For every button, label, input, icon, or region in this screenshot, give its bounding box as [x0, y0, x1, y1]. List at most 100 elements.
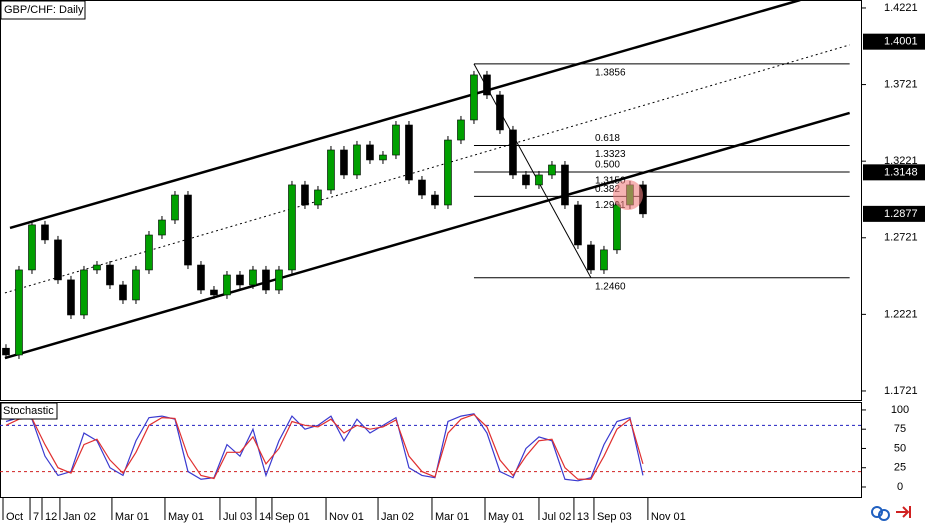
highlight [613, 180, 643, 210]
trend-line [9, 0, 801, 230]
candle [431, 194, 439, 206]
x-tick-label: Mar 01 [115, 511, 149, 523]
candle [106, 264, 114, 286]
candle [275, 269, 283, 291]
candle [353, 144, 361, 176]
candle [2, 347, 10, 356]
candle [67, 279, 75, 316]
candle [210, 289, 218, 296]
fib-price: 1.3323 [595, 149, 626, 160]
y-tick-label: 100 [891, 404, 909, 416]
price-label: 1.4001 [884, 36, 918, 48]
chart-title: GBP/CHF: Daily [4, 4, 84, 16]
candle [184, 194, 192, 266]
fib-ratio: 0.618 [595, 133, 620, 144]
stochastic-line [5, 413, 644, 480]
y-tick-label: 1.2721 [884, 232, 918, 244]
icon[interactable] [878, 509, 890, 521]
toolbar-icons[interactable] [871, 506, 911, 521]
candle [236, 274, 244, 286]
price-label: 1.3148 [884, 166, 918, 178]
candle [535, 174, 543, 186]
y-tick-label: 0 [897, 481, 903, 493]
candle [600, 249, 608, 271]
candle [327, 149, 335, 191]
x-tick-label: Jan 02 [63, 511, 96, 523]
price-label-box [863, 164, 925, 181]
candle [561, 164, 569, 206]
candle [587, 244, 595, 271]
y-tick-label: 75 [894, 423, 906, 435]
candle [262, 269, 270, 291]
candle [132, 269, 140, 301]
candle [314, 189, 322, 206]
x-tick-label: Nov 01 [651, 511, 686, 523]
x-tick-label: Jul 03 [223, 511, 252, 523]
x-tick-label: 13 [577, 511, 589, 523]
fib-price: 1.3150 [595, 176, 626, 187]
candle [509, 129, 517, 176]
candle [288, 184, 296, 271]
fib-ratio: 0.382 [595, 184, 620, 195]
x-tick-label: May 01 [168, 511, 204, 523]
main-panel [0, 0, 862, 401]
icon[interactable] [871, 506, 883, 518]
trend-line [4, 111, 850, 360]
stochastic-plot [0, 413, 862, 482]
fib-price: 1.2991 [595, 200, 626, 211]
candle [15, 269, 23, 356]
y-tick-label: 1.4221 [884, 2, 918, 14]
candle [301, 184, 309, 206]
candle [392, 124, 400, 156]
candle [470, 74, 478, 121]
candle [249, 269, 257, 286]
candle [171, 194, 179, 221]
candle [496, 94, 504, 131]
candle [41, 224, 49, 241]
candle [145, 234, 153, 271]
y-tick-label: 1.2221 [884, 308, 918, 320]
candle [522, 174, 530, 186]
candle [340, 149, 348, 176]
x-tick-label: Jan 02 [381, 511, 414, 523]
fib-ratio: 0.500 [595, 160, 620, 171]
icon[interactable] [896, 506, 911, 518]
indicator-title: Stochastic [3, 405, 54, 417]
y-tick-label: 50 [894, 442, 906, 454]
x-tick-label: Sep 03 [597, 511, 632, 523]
candle [613, 204, 621, 251]
x-tick-label: Jul 02 [542, 511, 571, 523]
candle [405, 124, 413, 181]
price-label-box [863, 205, 925, 222]
candle [80, 269, 88, 316]
x-tick-label: 7 [33, 511, 39, 523]
candle [483, 74, 491, 96]
candle [158, 219, 166, 236]
x-tick-label: Mar 01 [435, 511, 469, 523]
trend-line [473, 63, 592, 278]
level-label: 1.3856 [595, 68, 626, 79]
x-tick-label: Sep 01 [275, 511, 310, 523]
x-tick-label: 14 [259, 511, 271, 523]
candle [444, 139, 452, 206]
candle [223, 274, 231, 296]
x-tick-label: Nov 01 [329, 511, 364, 523]
title-box [0, 0, 86, 20]
level-label: 1.2460 [595, 281, 626, 292]
candle [418, 179, 426, 196]
x-tick-label: 12 [45, 511, 57, 523]
x-tick-label: Oct [6, 511, 23, 523]
candle [548, 164, 556, 176]
indicator-box [0, 402, 58, 420]
stochastic-line [5, 413, 644, 482]
candle [197, 264, 205, 291]
candle [366, 144, 374, 161]
candle [119, 284, 127, 301]
price-label-box [863, 33, 925, 50]
candle [54, 239, 62, 281]
x-tick-label: May 01 [488, 511, 524, 523]
candle [93, 264, 101, 271]
